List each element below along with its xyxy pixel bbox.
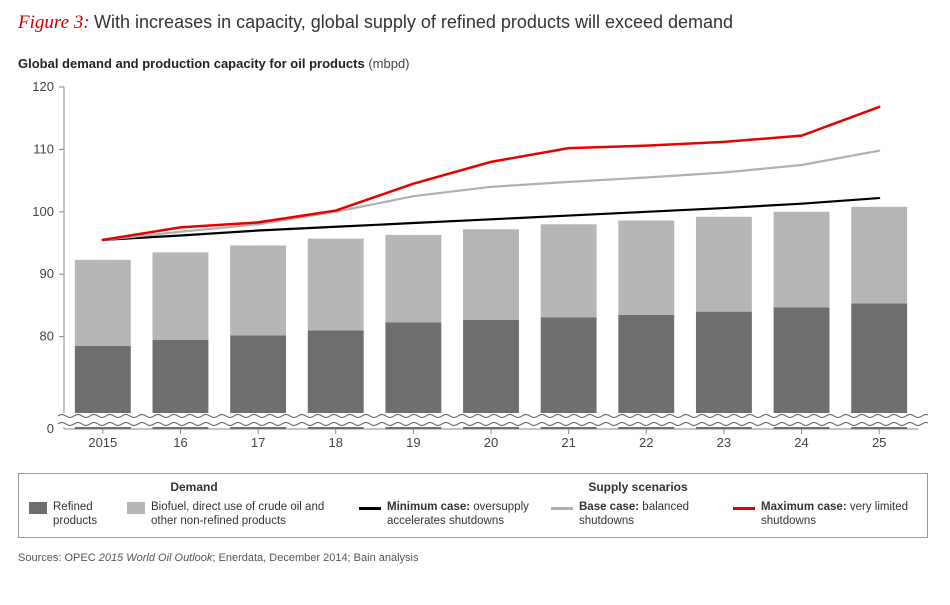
svg-text:2015: 2015 [88, 435, 117, 450]
svg-text:20: 20 [484, 435, 498, 450]
svg-text:0: 0 [47, 421, 54, 436]
legend-demand-header: Demand [29, 480, 359, 494]
chart-subtitle: Global demand and production capacity fo… [18, 56, 932, 71]
legend-nonrefined: Biofuel, direct use of crude oil and oth… [127, 500, 341, 529]
legend-nonrefined-label: Biofuel, direct use of crude oil and oth… [151, 500, 341, 529]
svg-text:16: 16 [173, 435, 187, 450]
svg-text:110: 110 [33, 141, 54, 156]
legend: Demand Refined products Biofuel, direct … [18, 473, 928, 538]
subtitle-unit: (mbpd) [368, 56, 409, 71]
sources-prefix: Sources: OPEC [18, 552, 99, 564]
figure-title: Figure 3: With increases in capacity, gl… [18, 12, 932, 34]
svg-text:21: 21 [561, 435, 575, 450]
svg-text:19: 19 [406, 435, 420, 450]
legend-max-bold: Maximum case: [761, 501, 847, 513]
figure-caption: With increases in capacity, global suppl… [94, 12, 733, 32]
svg-text:80: 80 [40, 329, 54, 344]
line-swatch-base [551, 507, 573, 510]
legend-refined-label: Refined products [53, 500, 113, 529]
sources-suffix: ; Enerdata, December 2014; Bain analysis [212, 552, 418, 564]
swatch-nonrefined [127, 502, 145, 514]
svg-text:24: 24 [794, 435, 808, 450]
svg-text:22: 22 [639, 435, 653, 450]
svg-text:100: 100 [32, 204, 54, 219]
subtitle-main: Global demand and production capacity fo… [18, 56, 365, 71]
svg-text:120: 120 [32, 79, 54, 94]
svg-text:25: 25 [872, 435, 886, 450]
svg-text:18: 18 [328, 435, 342, 450]
chart-svg: 80 90 100 110 120 0 2015 16 17 18 19 20 21 22 23 24 25 [18, 77, 928, 457]
swatch-refined [29, 502, 47, 514]
legend-base-bold: Base case: [579, 501, 639, 513]
line-swatch-min [359, 507, 381, 510]
svg-text:17: 17 [251, 435, 265, 450]
legend-min: Minimum case: oversupply accelerates shu… [359, 500, 537, 529]
chart-area: 80 90 100 110 120 0 2015 16 17 18 19 20 21 22 23 24 25 [18, 77, 928, 457]
figure-number: Figure 3: [18, 12, 90, 33]
svg-text:23: 23 [717, 435, 731, 450]
legend-supply-header: Supply scenarios [359, 480, 917, 494]
svg-text:90: 90 [40, 266, 54, 281]
legend-min-bold: Minimum case: [387, 501, 470, 513]
line-swatch-max [733, 507, 755, 510]
legend-base: Base case: balanced shutdowns [551, 500, 719, 529]
sources-line: Sources: OPEC 2015 World Oil Outlook; En… [18, 552, 932, 564]
sources-italic: 2015 World Oil Outlook [99, 552, 213, 564]
legend-refined: Refined products [29, 500, 113, 529]
legend-max: Maximum case: very limited shutdowns [733, 500, 911, 529]
